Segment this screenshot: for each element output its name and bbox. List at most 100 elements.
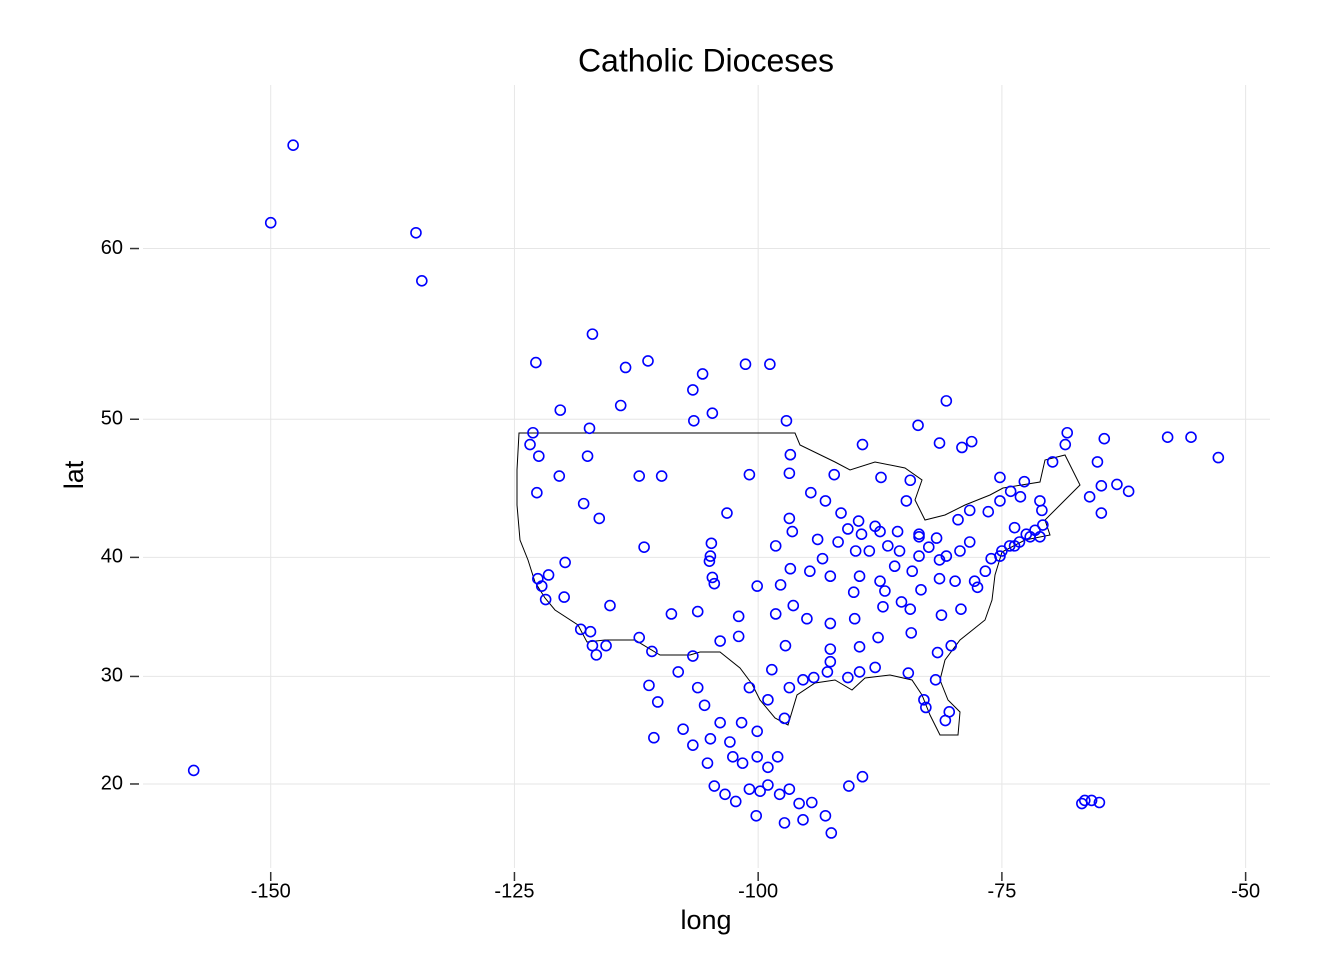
point xyxy=(875,471,887,484)
point xyxy=(619,361,632,374)
point xyxy=(553,470,566,482)
y-axis-title: lat xyxy=(59,460,89,489)
point xyxy=(912,419,924,432)
point xyxy=(736,757,749,769)
point xyxy=(895,596,908,608)
point xyxy=(824,655,837,668)
point xyxy=(732,630,745,643)
point xyxy=(651,696,664,708)
point xyxy=(1212,451,1225,464)
point xyxy=(816,552,829,565)
point xyxy=(531,486,543,499)
point xyxy=(929,673,942,686)
point xyxy=(751,751,763,763)
point xyxy=(856,438,869,451)
point xyxy=(824,643,837,655)
point xyxy=(982,505,995,518)
point xyxy=(848,612,861,625)
point xyxy=(743,783,756,795)
point xyxy=(954,545,966,557)
point xyxy=(824,570,837,583)
point xyxy=(1083,491,1096,503)
point xyxy=(766,663,778,676)
point xyxy=(1078,794,1091,807)
point xyxy=(1111,478,1123,491)
point xyxy=(1018,475,1031,488)
point xyxy=(955,603,967,615)
point xyxy=(1095,480,1108,492)
point xyxy=(1014,491,1027,503)
point xyxy=(672,666,685,678)
point xyxy=(913,531,925,543)
point xyxy=(853,641,866,653)
point xyxy=(994,495,1006,507)
point xyxy=(691,681,704,694)
point xyxy=(696,368,709,380)
point xyxy=(1037,519,1049,531)
point xyxy=(584,625,597,638)
x-tick-label: -150 xyxy=(251,880,291,902)
point xyxy=(863,545,876,557)
point xyxy=(888,560,901,573)
point xyxy=(586,328,599,340)
point xyxy=(638,541,650,553)
point xyxy=(949,575,961,587)
x-tick-label: -100 xyxy=(738,880,778,902)
point xyxy=(1020,528,1033,540)
point xyxy=(687,384,699,396)
point xyxy=(824,617,837,630)
point xyxy=(1095,507,1108,519)
point xyxy=(1076,797,1088,810)
point xyxy=(835,507,847,519)
point xyxy=(965,435,978,448)
point xyxy=(1046,456,1059,468)
point xyxy=(971,581,984,594)
point xyxy=(797,814,809,826)
point xyxy=(874,525,886,538)
point xyxy=(783,783,796,795)
point xyxy=(524,438,536,451)
point xyxy=(847,586,860,599)
point xyxy=(1098,432,1111,445)
point xyxy=(705,537,718,550)
point xyxy=(832,536,844,548)
point xyxy=(905,627,918,639)
point xyxy=(687,739,699,751)
point xyxy=(933,437,946,449)
y-tick-label: 40 xyxy=(101,546,123,568)
point xyxy=(287,139,299,152)
point xyxy=(1093,796,1106,809)
point xyxy=(956,441,968,454)
point xyxy=(853,570,866,583)
point xyxy=(187,764,200,777)
point xyxy=(558,591,570,603)
point xyxy=(698,699,711,712)
point xyxy=(1034,495,1046,507)
point xyxy=(1013,536,1026,548)
point xyxy=(677,723,689,735)
point xyxy=(416,274,428,287)
point xyxy=(963,504,976,517)
point xyxy=(801,612,813,625)
point xyxy=(535,580,548,592)
point xyxy=(900,495,913,507)
point xyxy=(642,355,654,367)
point xyxy=(527,426,539,439)
point xyxy=(828,468,841,481)
point xyxy=(940,550,953,562)
y-tick-label: 30 xyxy=(101,665,123,687)
point xyxy=(784,448,797,461)
point xyxy=(577,497,590,510)
point xyxy=(701,757,714,769)
point xyxy=(703,555,716,567)
point xyxy=(906,565,919,578)
point xyxy=(996,545,1008,557)
point xyxy=(787,599,800,612)
point xyxy=(913,550,925,562)
point xyxy=(581,450,594,462)
point xyxy=(688,414,700,427)
point xyxy=(874,575,886,587)
point xyxy=(590,649,603,661)
point xyxy=(819,495,832,507)
